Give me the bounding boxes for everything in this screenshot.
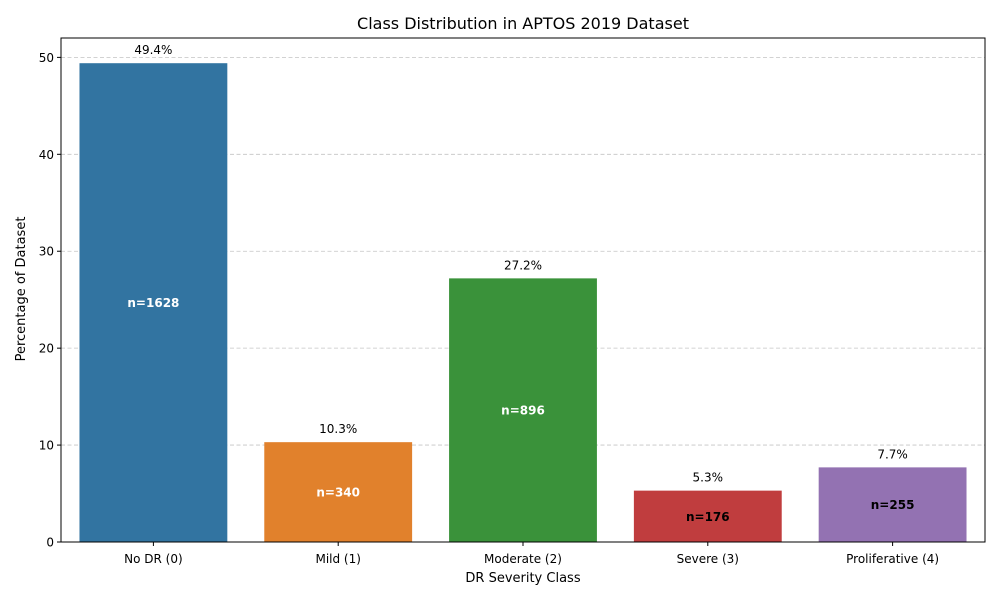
bars — [79, 63, 967, 542]
chart-title: Class Distribution in APTOS 2019 Dataset — [357, 14, 689, 33]
bar — [79, 63, 228, 542]
x-tick-label: Moderate (2) — [484, 552, 562, 566]
y-tick-label: 30 — [39, 245, 54, 259]
value-label: 27.2% — [504, 258, 542, 272]
axes: 0 10 20 30 40 50 No DR (0) Mild (1) Moderate (2)… — [39, 37, 986, 566]
count-label: n=340 — [316, 486, 360, 500]
x-tick-label: Proliferative (4) — [846, 552, 939, 566]
bar — [818, 467, 967, 542]
x-tick-label: Mild (1) — [315, 552, 360, 566]
data-labels: 49.4% 10.3% 27.2% 5.3% 7.7% n=1628 n=340 n=896 n… — [127, 43, 914, 524]
x-tick-label: Severe (3) — [677, 552, 739, 566]
y-axis-label: Percentage of Dataset — [14, 217, 29, 362]
x-axis-label: DR Severity Class — [465, 571, 580, 586]
bar — [449, 278, 597, 542]
y-tick-label: 10 — [39, 439, 54, 453]
value-label: 5.3% — [693, 471, 724, 485]
count-label: n=255 — [871, 498, 915, 512]
y-tick-label: 40 — [39, 148, 54, 162]
value-label: 10.3% — [319, 422, 357, 436]
bar — [264, 442, 413, 542]
y-tick-label: 50 — [39, 51, 54, 65]
x-tick-label: No DR (0) — [124, 552, 183, 566]
y-tick-label: 20 — [39, 342, 54, 356]
y-tick-label: 0 — [46, 536, 54, 550]
value-label: 49.4% — [134, 43, 172, 57]
count-label: n=1628 — [127, 296, 179, 310]
bar — [633, 490, 782, 542]
count-label: n=896 — [501, 404, 545, 418]
value-label: 7.7% — [877, 447, 908, 461]
count-label: n=176 — [686, 510, 730, 524]
